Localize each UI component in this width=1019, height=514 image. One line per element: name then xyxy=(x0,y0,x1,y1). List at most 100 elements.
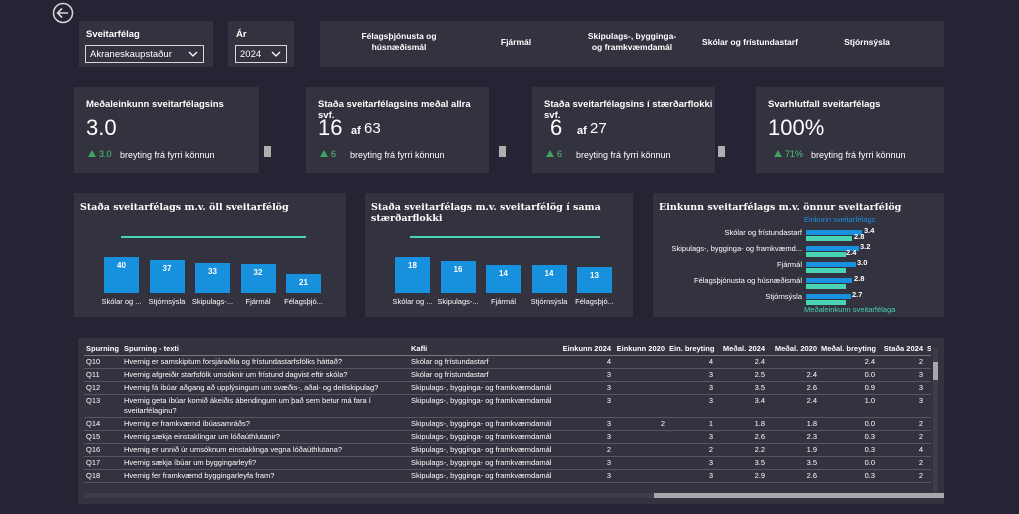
table-cell: 1.8 xyxy=(715,417,767,431)
column-header[interactable]: Meðal. 2024 xyxy=(715,342,767,356)
table-cell: Q15 xyxy=(84,430,122,444)
table-cell: 3 xyxy=(559,394,613,418)
chart-bar[interactable]: 40 xyxy=(104,257,139,293)
chart-bar[interactable]: 21 xyxy=(286,274,321,293)
table-cell: 2.6 xyxy=(767,469,819,483)
table-cell: 0.9 xyxy=(819,381,877,395)
municipality-score-bar[interactable] xyxy=(806,230,862,235)
table-cell: 2.2 xyxy=(715,443,767,457)
table-vertical-scrollbar[interactable] xyxy=(933,348,938,498)
table-cell: 2.9 xyxy=(715,469,767,483)
municipality-score-bar[interactable] xyxy=(806,278,852,283)
table-row[interactable]: Q18 Hvernig fer framkvæmd byggingarleyfa … xyxy=(84,469,931,483)
column-header[interactable]: Meðal. breyting xyxy=(819,342,877,356)
column-header[interactable]: Ein. breyting xyxy=(667,342,715,356)
table-cell: Hvernig geta íbúar komið ákeiðis ábendin… xyxy=(122,394,409,418)
bar-value-label: 14 xyxy=(544,269,554,278)
table-cell: 3 xyxy=(667,456,715,470)
table-cell: Hvernig fer framkvæmd byggingarleyfa fra… xyxy=(122,469,409,483)
table-cell: Q11 xyxy=(84,368,122,382)
kpi-rank-all-title: Staða sveitarfélagsins meðal allra svf. xyxy=(318,99,471,121)
table-horizontal-scrollbar[interactable] xyxy=(84,493,944,498)
table-row[interactable]: Q11 Hvernig afgreiðir starfsfólk umsóknir… xyxy=(84,368,931,382)
table-cell: Skipulags-, bygginga- og framkvæmdamál xyxy=(409,469,559,483)
table-cell: 2.4 xyxy=(715,355,767,369)
municipality-score-bar[interactable] xyxy=(806,246,859,251)
vertical-scroll-thumb[interactable] xyxy=(933,362,938,380)
nav-item-stjornsysla[interactable]: Stjórnsýsla xyxy=(844,37,890,47)
bar-category-label: Stjórnsýsla xyxy=(148,297,186,306)
municipality-filter-panel: Sveitarfélag Akraneskaupstaður xyxy=(79,21,213,67)
table-cell: 3 xyxy=(667,469,715,483)
bar-category-label: Félagsþjónusta og húsnæðismál xyxy=(694,276,802,285)
table-row[interactable]: Q17 Hvernig sækja íbúar um byggingarleyfi… xyxy=(84,456,931,470)
bar-value-label: 3.0 xyxy=(857,258,868,267)
bar-category-label: Fjármál xyxy=(490,297,516,306)
chart-bar[interactable]: 16 xyxy=(440,261,476,293)
table-cell: 2 xyxy=(613,417,667,431)
table-row[interactable]: Q10 Hvernig er samskiptum forsjáraðila og… xyxy=(84,355,931,369)
year-select[interactable]: 2024 xyxy=(235,45,287,63)
column-header[interactable]: Staða 2024 xyxy=(877,342,925,356)
chart-bar[interactable]: 13 xyxy=(577,267,612,293)
municipality-select[interactable]: Akraneskaupstaður xyxy=(85,45,204,63)
up-triangle-icon xyxy=(774,150,782,157)
bar-value-label: 33 xyxy=(208,267,217,276)
bar-category-label: Skólar og frístundastarf xyxy=(724,228,802,237)
chevron-down-icon xyxy=(271,51,281,57)
table-cell: 0.3 xyxy=(819,443,877,457)
nav-item-skolar[interactable]: Skólar og frístundastarf xyxy=(702,37,798,47)
municipality-score-bar[interactable] xyxy=(806,262,856,267)
table-cell: Hvernig sækja einstaklingar um lóðaúthlu… xyxy=(122,430,409,444)
average-score-bar[interactable] xyxy=(806,236,852,241)
kpi-rank-size-total: 27 xyxy=(590,120,607,137)
municipality-score-bar[interactable] xyxy=(806,294,851,299)
column-header[interactable]: Einkunn 2020 xyxy=(613,342,667,356)
table-row[interactable]: Q16 Hvernig er unnið úr umsóknum einstakl… xyxy=(84,443,931,457)
kpi-rank-size-indicator xyxy=(718,146,725,157)
nav-item-fjarmal[interactable]: Fjármál xyxy=(500,37,532,47)
chart-bar[interactable]: 32 xyxy=(240,264,276,293)
column-header[interactable]: Kafli xyxy=(409,342,559,356)
table-cell: 3 xyxy=(667,381,715,395)
kpi-rank-all-delta: 6 xyxy=(320,149,336,159)
table-cell: 3 xyxy=(559,469,613,483)
table-row[interactable]: Q15 Hvernig sækja einstaklingar um lóðaút… xyxy=(84,430,931,444)
column-header[interactable]: Einkunn 2024 xyxy=(559,342,613,356)
table-cell xyxy=(613,381,667,395)
bar-value-label: 2.8 xyxy=(854,274,865,283)
horizontal-scroll-thumb[interactable] xyxy=(654,493,944,498)
average-score-bar[interactable] xyxy=(806,252,846,257)
average-score-bar[interactable] xyxy=(806,300,846,305)
column-header[interactable]: Spurning xyxy=(84,342,122,356)
table-cell: 2.5 xyxy=(715,368,767,382)
column-header[interactable]: Meðal. 2020 xyxy=(767,342,819,356)
year-filter-label: Ár xyxy=(236,29,247,40)
table-cell: 0.3 xyxy=(819,469,877,483)
column-header[interactable]: S xyxy=(925,342,931,356)
kpi-rank-all-total: 63 xyxy=(364,120,381,137)
table-row[interactable]: Q13 Hvernig geta íbúar komið ákeiðis áben… xyxy=(84,394,931,418)
chart-bar[interactable]: 14 xyxy=(531,265,567,293)
municipality-filter-label: Sveitarfélag xyxy=(86,29,140,40)
chart-bar[interactable]: 14 xyxy=(486,265,521,293)
back-arrow-icon[interactable] xyxy=(52,2,74,24)
kpi-rank-size-title: Staða sveitarfélagsins í stærðarflokki s… xyxy=(544,99,713,121)
nav-item-skipulags[interactable]: Skipulags-, bygginga- og framkvæmdamál xyxy=(587,31,677,52)
kpi-card-average: Meðaleinkunn sveitarfélagsins 3.0 3.0 br… xyxy=(74,87,271,173)
table-cell: 1 xyxy=(667,417,715,431)
nav-item-felagsthjonusta[interactable]: Félagsþjónusta og húsnæðismál xyxy=(361,31,437,52)
average-score-bar[interactable] xyxy=(806,268,846,273)
column-header[interactable]: Spurning - texti xyxy=(122,342,409,356)
kpi-rank-size-value: 6 xyxy=(550,115,563,140)
chart-bar[interactable]: 18 xyxy=(395,257,430,293)
legend-municipality-score: Einkunn sveitarfélags xyxy=(804,215,876,224)
kpi-response-title: Svarhlutfall sveitarfélags xyxy=(768,99,881,110)
average-score-bar[interactable] xyxy=(806,284,846,289)
table-row[interactable]: Q14 Hvernig er framkvæmd íbúasamráðs? Skip… xyxy=(84,417,931,431)
table-cell xyxy=(767,355,819,369)
chart-bar[interactable]: 37 xyxy=(149,260,185,293)
table-row[interactable]: Q12 Hvernig fá íbúar aðgang að upplýsingu… xyxy=(84,381,931,395)
kpi-rank-size-of: af xyxy=(577,125,587,137)
chart-bar[interactable]: 33 xyxy=(195,263,230,293)
